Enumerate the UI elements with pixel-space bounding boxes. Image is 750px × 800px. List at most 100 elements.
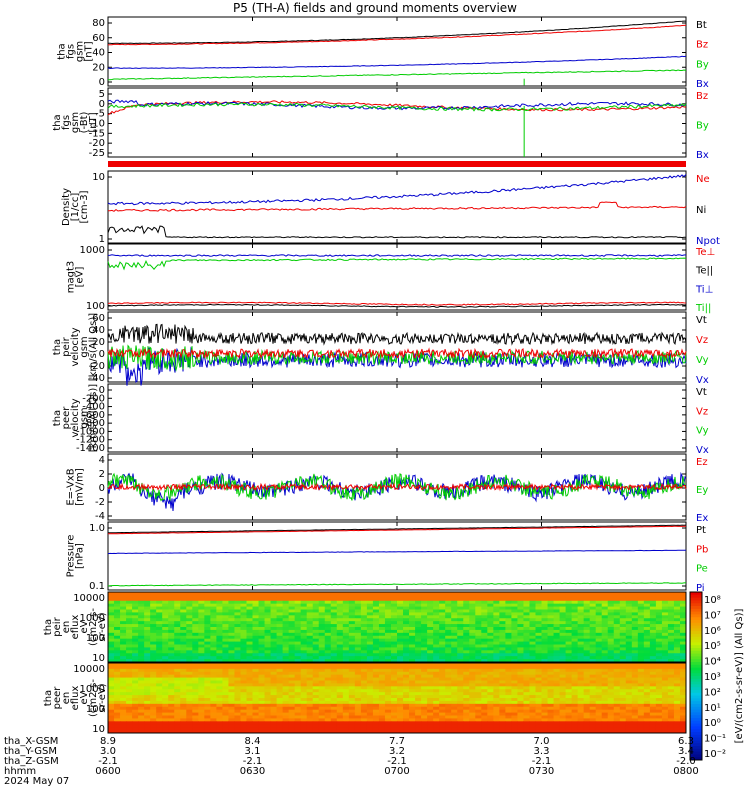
spectrogram-cell-peir: [192, 612, 199, 616]
spectrogram-cell-peer: [601, 724, 609, 728]
spectrogram-cell-peir: [354, 592, 362, 596]
spectrogram-cell-peer: [108, 671, 115, 676]
spectrogram-cell-peir: [469, 638, 476, 643]
spectrogram-cell-peer: [655, 706, 663, 711]
spectrogram-cell-peer: [421, 668, 428, 673]
spectrogram-cell-peir: [240, 612, 247, 616]
spectrogram-cell-peir: [571, 644, 579, 648]
spectrogram-cell-peer: [132, 674, 139, 679]
spectrogram-cell-peer: [475, 674, 482, 679]
spectrogram-cell-peer: [445, 665, 452, 670]
spectrogram-cell-peer: [517, 683, 524, 687]
spectrogram-cell-peir: [126, 656, 133, 660]
spectrogram-cell-peir: [451, 627, 458, 631]
spectrogram-cell-peir: [529, 627, 536, 631]
spectrogram-cell-peer: [607, 700, 615, 705]
spectrogram-cell-peir: [294, 659, 302, 663]
legend-entry: Vt: [696, 387, 707, 398]
spectrogram-cell-peir: [276, 632, 284, 637]
spectrogram-cell-peer: [457, 703, 464, 708]
spectrogram-cell-peer: [643, 680, 651, 684]
spectrogram-cell-peir: [415, 650, 422, 654]
spectrogram-cell-peer: [571, 689, 579, 693]
spectrogram-cell-peer: [258, 668, 266, 673]
spectrogram-cell-peir: [451, 615, 458, 619]
spectrogram-cell-peir: [655, 612, 663, 616]
spectrogram-cell-peir: [126, 653, 133, 657]
spectrogram-cell-peer: [481, 671, 488, 676]
spectrogram-cell-peir: [192, 650, 199, 654]
spectrogram-cell-peer: [457, 692, 464, 696]
spectrogram-cell-peer: [613, 709, 621, 714]
spectrogram-cell-peir: [433, 615, 440, 619]
spectrogram-cell-peer: [108, 730, 115, 734]
spectrogram-cell-peir: [348, 606, 356, 610]
spectrogram-cell-peer: [535, 698, 542, 702]
spectrogram-cell-peer: [505, 663, 512, 667]
spectrogram-cell-peer: [246, 665, 253, 670]
spectrogram-cell-peer: [162, 686, 169, 690]
spectrogram-cell-peir: [415, 612, 422, 616]
y-axis-label: [nPa]: [75, 543, 86, 569]
spectrogram-cell-peir: [583, 647, 591, 651]
spectrogram-cell-peir: [378, 612, 386, 616]
spectrogram-cell-peer: [288, 683, 296, 687]
spectrogram-cell-peer: [174, 715, 181, 719]
spectrogram-cell-peer: [234, 709, 241, 714]
spectrogram-cell-peir: [198, 621, 205, 625]
spectrogram-cell-peir: [469, 606, 476, 610]
spectrogram-cell-peir: [517, 629, 524, 634]
spectrogram-cell-peir: [174, 597, 181, 602]
spectrogram-cell-peer: [294, 703, 302, 708]
spectrogram-cell-peer: [481, 730, 488, 734]
spectrogram-cell-peer: [132, 706, 139, 711]
spectrogram-cell-peir: [108, 644, 115, 648]
spectrogram-cell-peer: [523, 709, 530, 714]
spectrogram-cell-peir: [354, 618, 362, 622]
spectrogram-cell-peer: [565, 730, 573, 734]
spectrogram-cell-peir: [300, 627, 308, 631]
spectrogram-cell-peir: [619, 638, 627, 643]
spectrogram-cell-peir: [216, 615, 223, 619]
spectrogram-cell-peer: [384, 730, 392, 734]
spectrogram-cell-peer: [601, 730, 609, 734]
spectrogram-cell-peer: [210, 698, 217, 702]
spectrogram-cell-peir: [475, 594, 482, 599]
spectrogram-cell-peir: [222, 653, 229, 657]
spectrogram-cell-peer: [631, 668, 639, 673]
spectrogram-cell-peer: [439, 686, 446, 690]
spectrogram-cell-peer: [336, 727, 344, 731]
spectrogram-cell-peir: [384, 629, 392, 634]
spectrogram-cell-peer: [451, 715, 458, 719]
spectrogram-cell-peir: [108, 632, 115, 637]
spectrogram-cell-peer: [475, 689, 482, 693]
spectrogram-cell-peir: [559, 632, 567, 637]
spectrogram-cell-peir: [378, 656, 386, 660]
spectrogram-cell-peir: [366, 592, 374, 596]
spectrogram-cell-peir: [613, 594, 621, 599]
spectrogram-cell-peer: [162, 677, 169, 681]
spectrogram-cell-peir: [433, 594, 440, 599]
spectrogram-cell-peir: [192, 647, 199, 651]
spectrogram-cell-peer: [631, 692, 639, 696]
spectrogram-cell-peer: [613, 663, 621, 667]
spectrogram-cell-peir: [499, 627, 506, 631]
spectrogram-cell-peer: [493, 686, 500, 690]
spectrogram-cell-peer: [655, 721, 663, 725]
spectrogram-cell-peir: [457, 624, 464, 628]
colorbar-cell: [690, 681, 702, 685]
spectrogram-cell-peer: [559, 671, 567, 676]
spectrogram-cell-peir: [144, 635, 151, 640]
spectrogram-cell-peer: [150, 698, 157, 702]
spectrogram-cell-peer: [348, 727, 356, 731]
spectrogram-cell-peer: [547, 665, 555, 670]
spectrogram-cell-peer: [228, 703, 235, 708]
spectrogram-cell-peer: [216, 695, 223, 699]
spectrogram-cell-peer: [228, 730, 235, 734]
spectrogram-cell-peir: [493, 659, 500, 663]
spectrogram-cell-peir: [330, 641, 338, 645]
spectrogram-cell-peir: [619, 624, 627, 628]
spectrogram-cell-peir: [348, 650, 356, 654]
spectrogram-cell-peer: [180, 727, 187, 731]
spectrogram-cell-peir: [505, 635, 512, 640]
